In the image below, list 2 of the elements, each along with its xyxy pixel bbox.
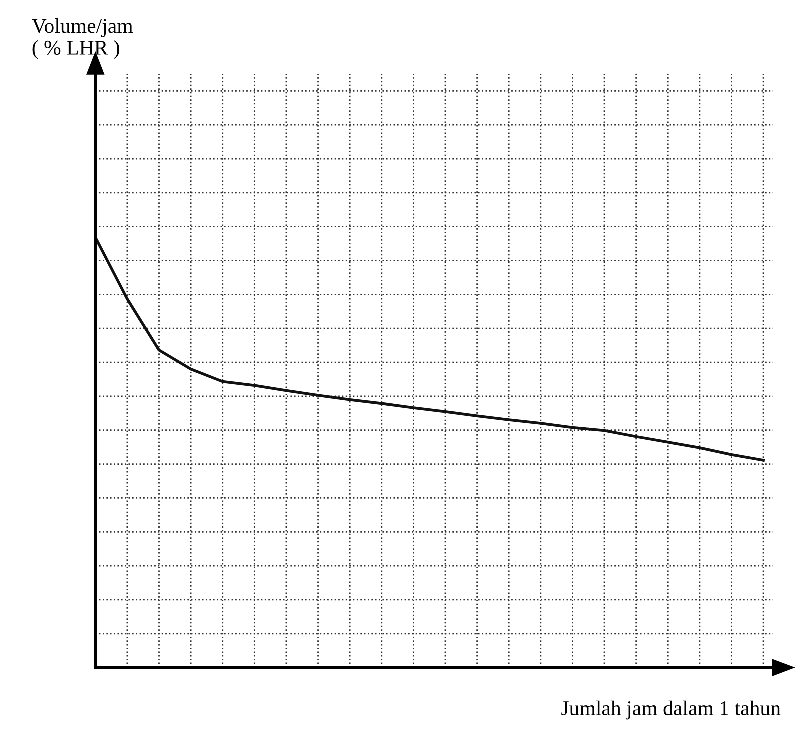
- x-axis-title: Jumlah jam dalam 1 tahun: [562, 700, 781, 720]
- text: Volume/jam ( % LHR ): [32, 18, 134, 60]
